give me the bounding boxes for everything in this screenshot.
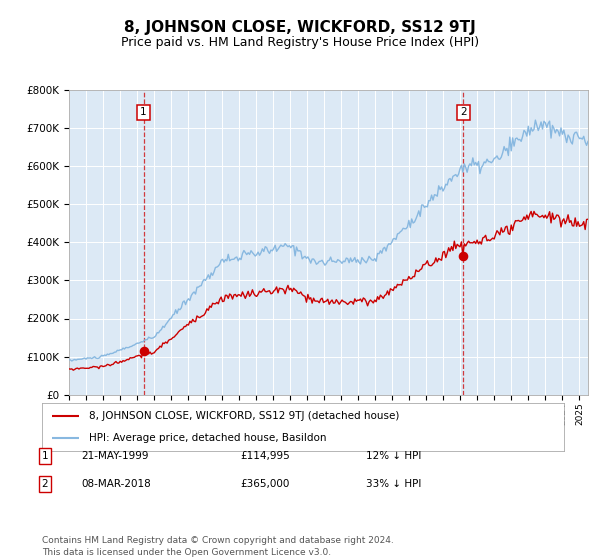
Text: 8, JOHNSON CLOSE, WICKFORD, SS12 9TJ (detached house): 8, JOHNSON CLOSE, WICKFORD, SS12 9TJ (de… bbox=[89, 411, 400, 421]
Text: 1: 1 bbox=[41, 451, 49, 461]
Text: 2: 2 bbox=[41, 479, 49, 489]
Text: 2: 2 bbox=[460, 108, 467, 118]
Text: 12% ↓ HPI: 12% ↓ HPI bbox=[366, 451, 421, 461]
Text: 33% ↓ HPI: 33% ↓ HPI bbox=[366, 479, 421, 489]
Text: HPI: Average price, detached house, Basildon: HPI: Average price, detached house, Basi… bbox=[89, 433, 326, 443]
Text: £114,995: £114,995 bbox=[240, 451, 290, 461]
Point bbox=[458, 251, 468, 260]
Text: Price paid vs. HM Land Registry's House Price Index (HPI): Price paid vs. HM Land Registry's House … bbox=[121, 36, 479, 49]
Point bbox=[139, 347, 148, 356]
Text: 21-MAY-1999: 21-MAY-1999 bbox=[81, 451, 149, 461]
Text: 1: 1 bbox=[140, 108, 147, 118]
Text: Contains HM Land Registry data © Crown copyright and database right 2024.
This d: Contains HM Land Registry data © Crown c… bbox=[42, 536, 394, 557]
Text: 8, JOHNSON CLOSE, WICKFORD, SS12 9TJ: 8, JOHNSON CLOSE, WICKFORD, SS12 9TJ bbox=[124, 20, 476, 35]
Text: £365,000: £365,000 bbox=[240, 479, 289, 489]
Text: 08-MAR-2018: 08-MAR-2018 bbox=[81, 479, 151, 489]
